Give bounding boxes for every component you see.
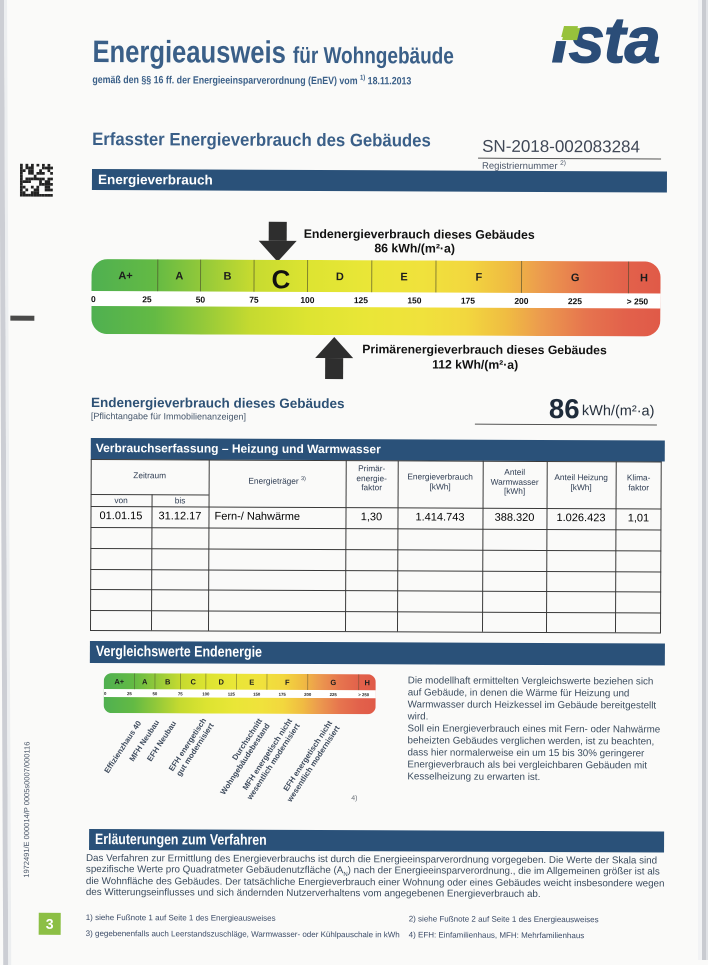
svg-text:150: 150 (407, 295, 421, 305)
svg-text:F: F (476, 272, 483, 284)
svg-text:B: B (223, 271, 231, 283)
svg-text:H: H (640, 272, 648, 284)
svg-text:50: 50 (153, 691, 158, 696)
svg-text:A: A (175, 270, 183, 282)
svg-text:F: F (285, 678, 290, 687)
svg-text:> 250: > 250 (358, 692, 370, 697)
svg-text:A+: A+ (114, 677, 124, 686)
svg-text:G: G (330, 678, 336, 687)
svg-text:100: 100 (300, 295, 314, 305)
svg-text:A+: A+ (118, 270, 132, 282)
svg-text:175: 175 (461, 296, 475, 306)
svg-text:200: 200 (514, 296, 528, 306)
svg-text:225: 225 (568, 296, 582, 306)
svg-text:50: 50 (196, 294, 206, 304)
svg-text:0: 0 (91, 294, 96, 304)
svg-text:A: A (142, 677, 148, 686)
svg-text:25: 25 (142, 294, 152, 304)
svg-text:175: 175 (279, 692, 287, 697)
svg-text:E: E (400, 271, 407, 283)
svg-text:> 250: > 250 (627, 296, 649, 306)
svg-text:75: 75 (178, 691, 183, 696)
svg-text:225: 225 (330, 692, 338, 697)
svg-text:D: D (218, 678, 224, 687)
svg-text:75: 75 (249, 295, 259, 305)
svg-text:200: 200 (304, 692, 312, 697)
svg-text:C: C (190, 677, 196, 686)
svg-text:B: B (165, 677, 171, 686)
svg-text:125: 125 (228, 692, 236, 697)
svg-text:D: D (336, 271, 344, 283)
svg-text:125: 125 (354, 295, 368, 305)
svg-text:E: E (249, 678, 254, 687)
svg-text:100: 100 (202, 691, 210, 696)
svg-text:G: G (571, 272, 580, 284)
svg-text:150: 150 (253, 692, 261, 697)
svg-text:H: H (365, 678, 370, 687)
svg-text:C: C (271, 264, 290, 294)
svg-text:25: 25 (127, 691, 132, 696)
